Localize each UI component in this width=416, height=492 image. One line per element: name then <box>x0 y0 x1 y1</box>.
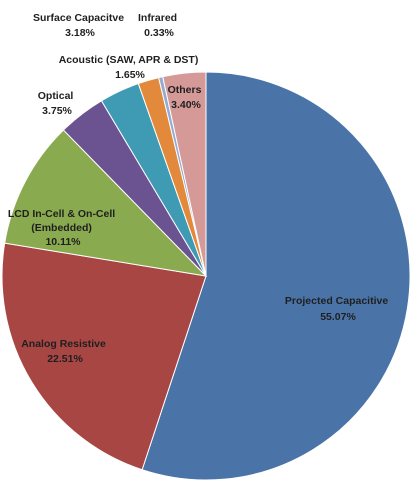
label-analog-resistive-name: Analog Resistive <box>21 338 106 350</box>
label-infrared: Infrared 0.33% <box>138 12 180 39</box>
label-surface-capacitive-name: Surface Capacitve <box>33 12 124 24</box>
pie-slice-lcd-in-cell-on-cell-embedded <box>4 129 208 277</box>
label-others-name: Others <box>168 84 202 96</box>
label-infrared-value: 0.33% <box>144 27 174 39</box>
label-projected-capacitive-name: Projected Capacitive <box>285 295 388 307</box>
pie-slice-analog-resistive <box>1 242 207 471</box>
pie-slice-others <box>162 71 207 277</box>
pie-slice-projected-capacitive <box>141 71 411 481</box>
pie-slices <box>1 71 411 481</box>
label-infrared-name: Infrared <box>138 12 177 24</box>
label-acoustic-value: 1.65% <box>115 69 145 81</box>
label-lcd-in-cell-name-1: LCD In-Cell & On-Cell <box>8 208 115 220</box>
label-surface-capacitive-value: 3.18% <box>65 27 95 39</box>
label-others-value: 3.40% <box>171 99 201 111</box>
label-lcd-in-cell-value: 10.11% <box>45 236 81 248</box>
pie-labels: Projected Capacitive 55.07% Analog Resis… <box>8 12 391 365</box>
label-optical: Optical 3.75% <box>38 90 77 117</box>
label-projected-capacitive: Projected Capacitive 55.07% <box>285 295 391 323</box>
label-acoustic: Acoustic (SAW, APR & DST) 1.65% <box>59 54 202 81</box>
label-others: Others 3.40% <box>168 84 205 111</box>
label-lcd-in-cell: LCD In-Cell & On-Cell (Embedded) 10.11% <box>8 208 118 248</box>
label-optical-value: 3.75% <box>42 105 72 117</box>
label-analog-resistive: Analog Resistive 22.51% <box>21 338 109 365</box>
label-lcd-in-cell-name-2: (Embedded) <box>31 222 92 234</box>
label-projected-capacitive-value: 55.07% <box>320 311 356 323</box>
label-analog-resistive-value: 22.51% <box>47 353 83 365</box>
label-optical-name: Optical <box>38 90 74 102</box>
label-surface-capacitive: Surface Capacitve 3.18% <box>33 12 127 39</box>
label-acoustic-name: Acoustic (SAW, APR & DST) <box>59 54 199 66</box>
